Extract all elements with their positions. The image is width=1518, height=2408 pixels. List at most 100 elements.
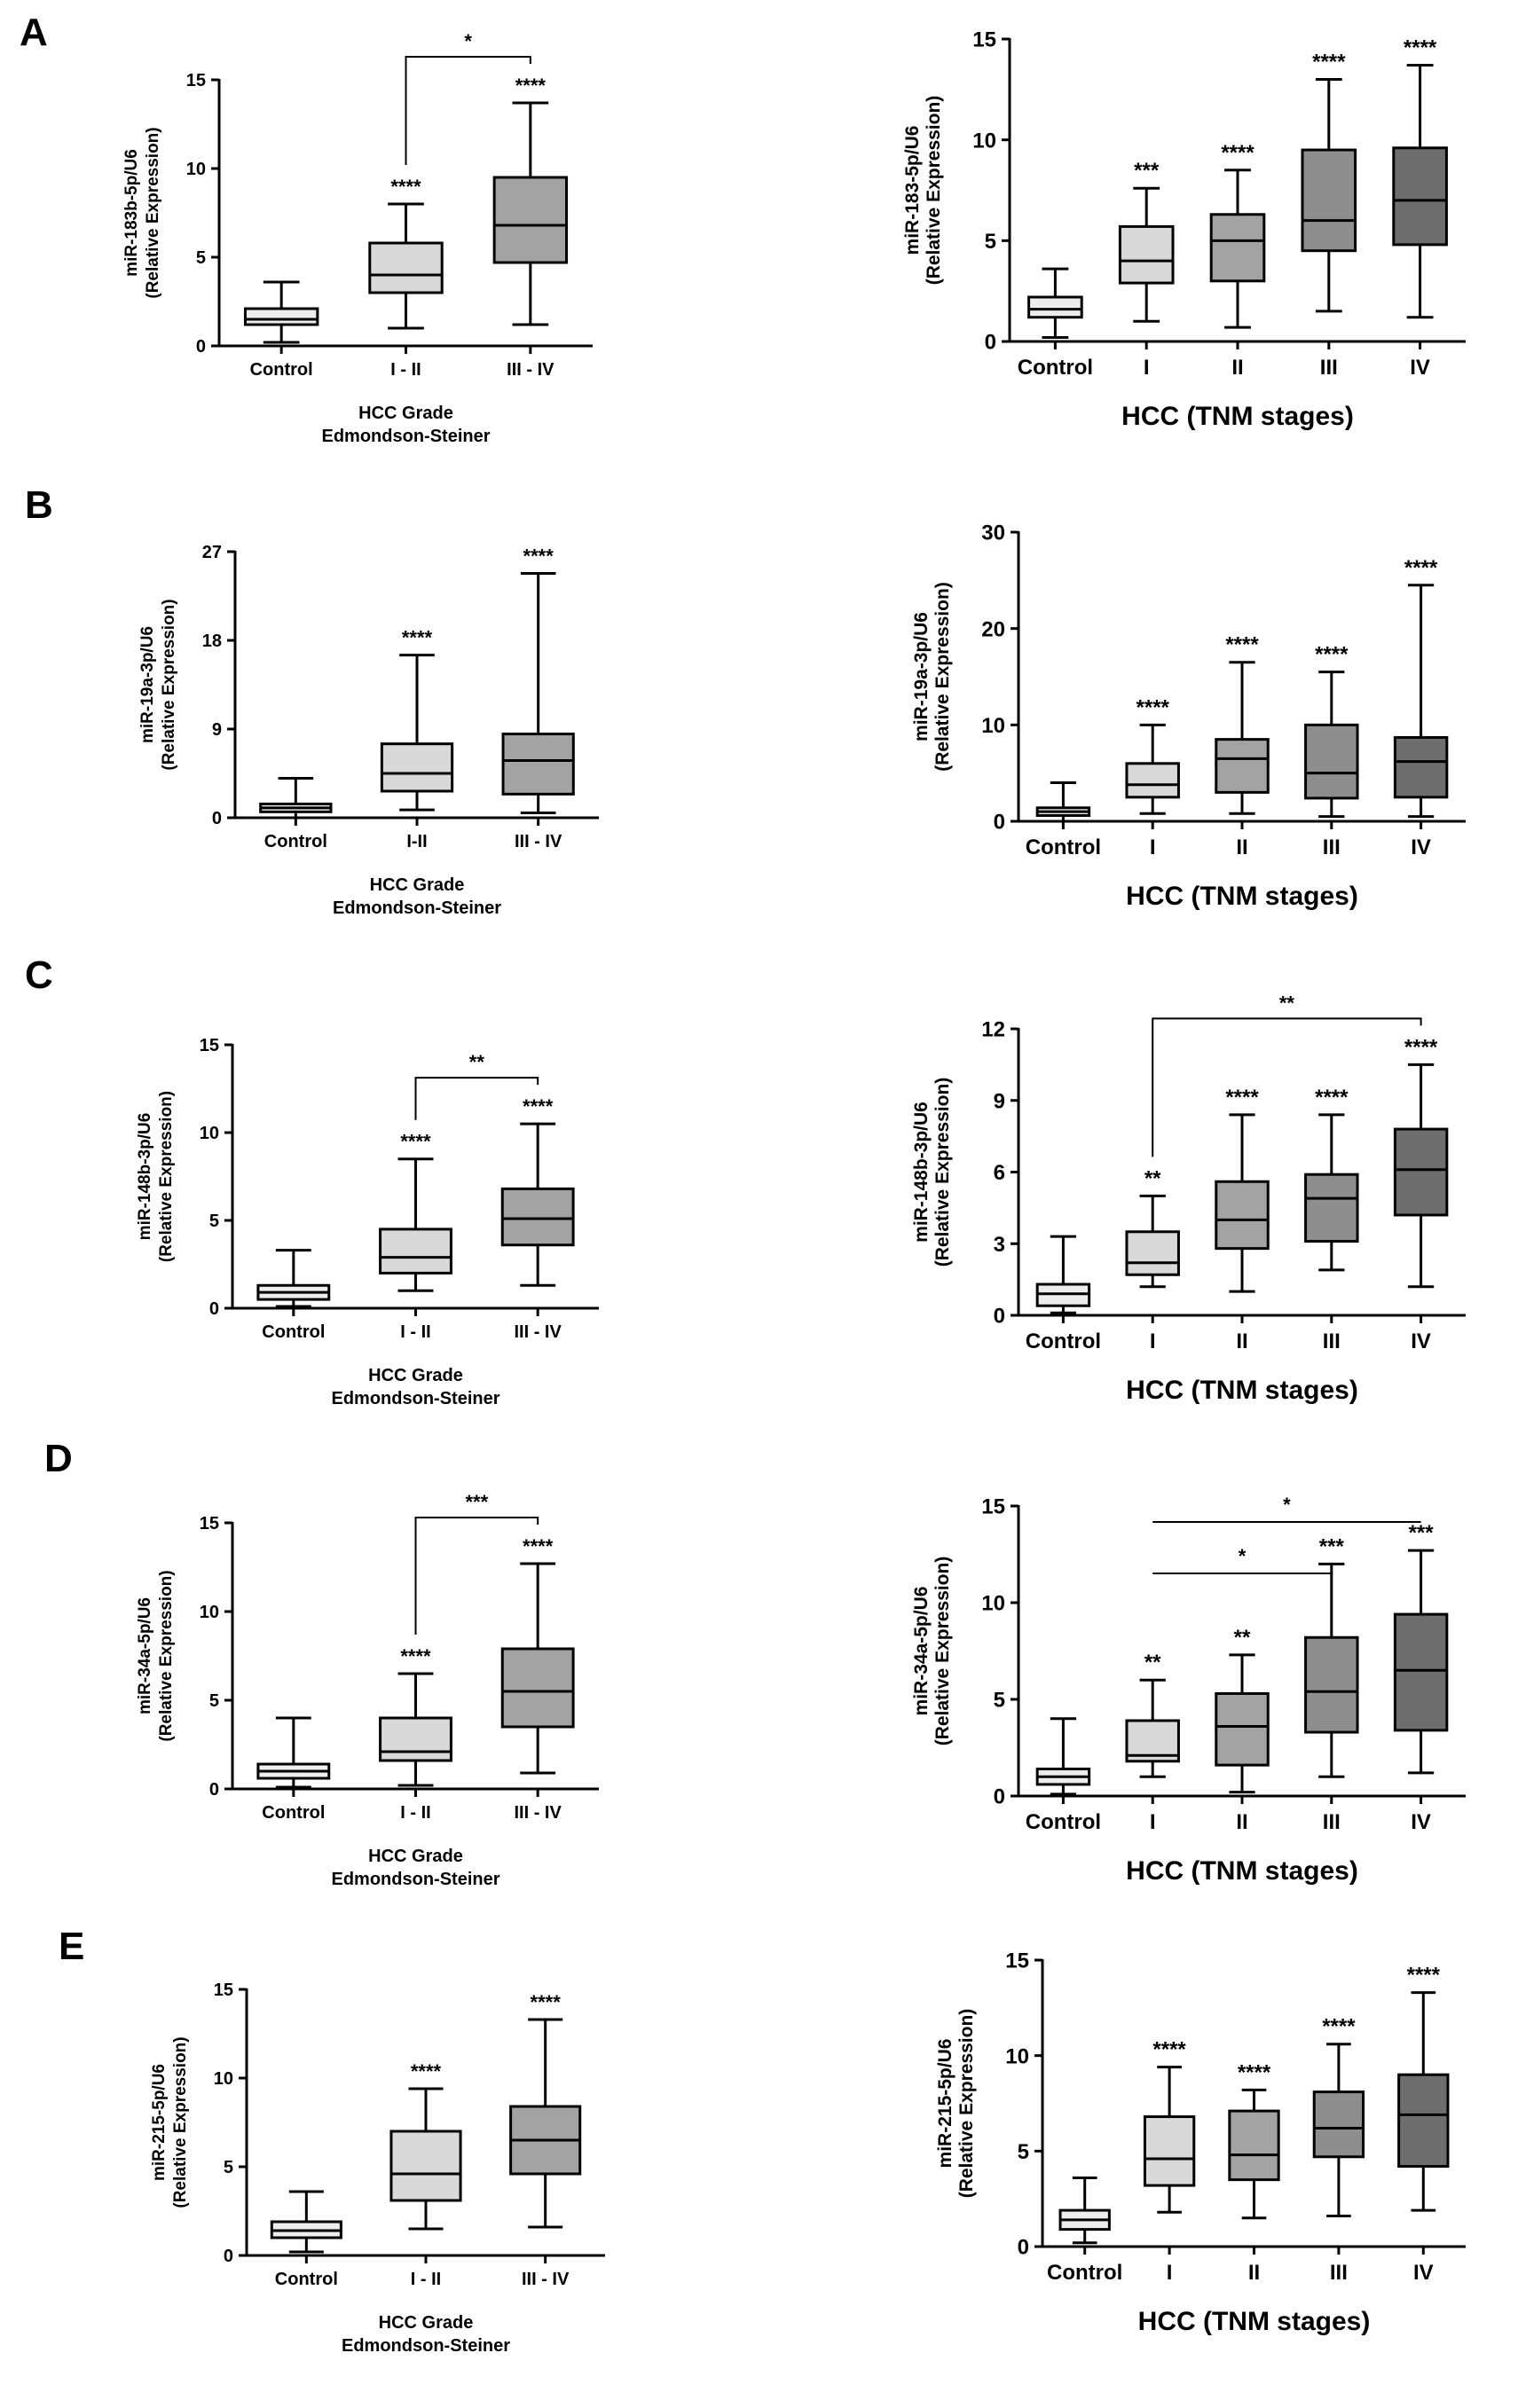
chart-b-left: 0 9 18 27 Control I-II III - IV **** **** miR-19a… [138,543,599,918]
y-axis-subtitle: (Relative Expression) [932,1078,953,1267]
y-tick-label: 5 [985,230,996,254]
y-tick-label: 0 [209,1299,219,1319]
significance-label: *** [1134,159,1160,183]
box-1: **** [379,1645,452,1787]
x-tick-label: Control [275,2270,338,2289]
x-axis-title: HCC (TNM stages) [1138,2307,1371,2336]
y-tick-label: 0 [994,1305,1005,1329]
y-axis-subtitle: (Relative Expression) [157,1091,176,1262]
y-tick-label: 30 [981,522,1005,545]
x-axis-subtitle: Edmondson-Steiner [342,2336,510,2356]
y-tick-label: 3 [994,1233,1005,1257]
y-tick-label: 0 [985,331,996,355]
x-tick-label: IV [1411,1810,1431,1834]
x-tick-label: II [1231,356,1243,380]
bracket-line [414,1517,539,1635]
box-iqr [1215,738,1270,794]
box-iqr [380,742,454,793]
y-tick-label: 6 [994,1161,1005,1185]
significance-label: **** [1312,50,1346,74]
y-tick-label: 15 [200,1036,219,1055]
x-tick-label: III [1323,1810,1341,1834]
y-tick-label: 5 [224,2158,233,2177]
significance-label: **** [1322,2015,1356,2039]
y-tick-label: 0 [994,1785,1005,1809]
significance-label: **** [400,1645,431,1667]
y-axis-subtitle: (Relative Expression) [956,2009,977,2199]
x-tick-label: I [1150,1810,1156,1834]
box-iqr [1027,295,1083,319]
bracket-line [1152,1017,1422,1157]
box-3: **** [1304,1086,1359,1272]
x-tick-label: Control [264,832,327,851]
box-iqr [1143,2115,1196,2187]
y-axis-title: miR-19a-3p/U6 [911,612,932,741]
y-axis-title: miR-34a-5p/U6 [136,1597,154,1714]
x-axis-title: HCC Grade [368,1847,463,1866]
box-0 [1035,1717,1091,1796]
significance-label: **** [1315,1086,1349,1110]
box-3: **** [1312,2015,1365,2218]
box-2: **** [501,545,575,814]
box-iqr [1215,1180,1270,1251]
x-axis-subtitle: Edmondson-Steiner [331,1389,499,1408]
y-tick-label: 0 [209,1780,219,1800]
significance-label: *** [1409,1521,1435,1545]
y-tick-label: 18 [202,631,222,651]
x-tick-label: III [1330,2261,1348,2285]
significance-label: **** [402,627,433,649]
x-tick-label: III [1323,1329,1341,1353]
y-tick-label: 9 [212,720,222,740]
box-iqr [1304,1635,1359,1734]
box-iqr [1228,2109,1280,2182]
box-iqr [1393,735,1449,799]
x-tick-label: III - IV [514,1803,562,1823]
chart-e-left: 0 5 10 15 Control I - II III - IV **** **** miR-2… [150,1981,605,2356]
box-0 [1035,1235,1091,1314]
y-tick-label: 27 [202,543,222,562]
y-axis-subtitle: (Relative Expression) [157,1570,176,1741]
box-iqr [1209,213,1266,283]
panel-letter-d: D [44,1437,73,1480]
y-axis-title: miR-19a-3p/U6 [138,626,157,743]
box-4: *** [1393,1521,1449,1775]
y-tick-label: 5 [209,1212,219,1231]
box-1: **** [379,1131,452,1292]
y-tick-label: 15 [981,1495,1005,1519]
y-tick-label: 10 [981,714,1005,738]
x-tick-label: I - II [400,1322,430,1342]
x-axis-subtitle: Edmondson-Steiner [333,898,501,918]
y-tick-label: 5 [994,1689,1005,1713]
box-iqr [501,733,575,796]
box-iqr [1125,1230,1180,1276]
significance-label: **** [1238,2060,1271,2084]
box-2: **** [1209,141,1266,329]
box-2: **** [1215,1086,1270,1293]
x-tick-label: I [1144,356,1150,380]
box-1: ** [1125,1651,1180,1778]
box-iqr [379,1228,452,1275]
y-tick-label: 10 [981,1592,1005,1616]
y-axis-subtitle: (Relative Expression) [160,599,178,770]
box-3: **** [1301,50,1357,313]
box-iqr [1125,762,1180,799]
x-tick-label: III - IV [522,2270,570,2289]
bracket-line [414,1077,539,1120]
y-tick-label: 0 [212,809,222,828]
box-1: **** [368,176,444,330]
box-3: **** [1304,643,1359,819]
panel-letter-c: C [25,953,53,997]
x-tick-label: III [1320,356,1338,380]
x-tick-label: I - II [411,2270,441,2289]
x-tick-label: Control [1047,2261,1122,2285]
y-tick-label: 15 [186,71,206,90]
box-iqr [368,241,444,294]
x-tick-label: Control [1026,1329,1101,1353]
box-0 [1035,781,1091,823]
box-0 [270,2190,342,2254]
box-0 [259,777,333,820]
x-axis-title: HCC (TNM stages) [1126,882,1358,911]
box-iqr [500,1187,575,1247]
